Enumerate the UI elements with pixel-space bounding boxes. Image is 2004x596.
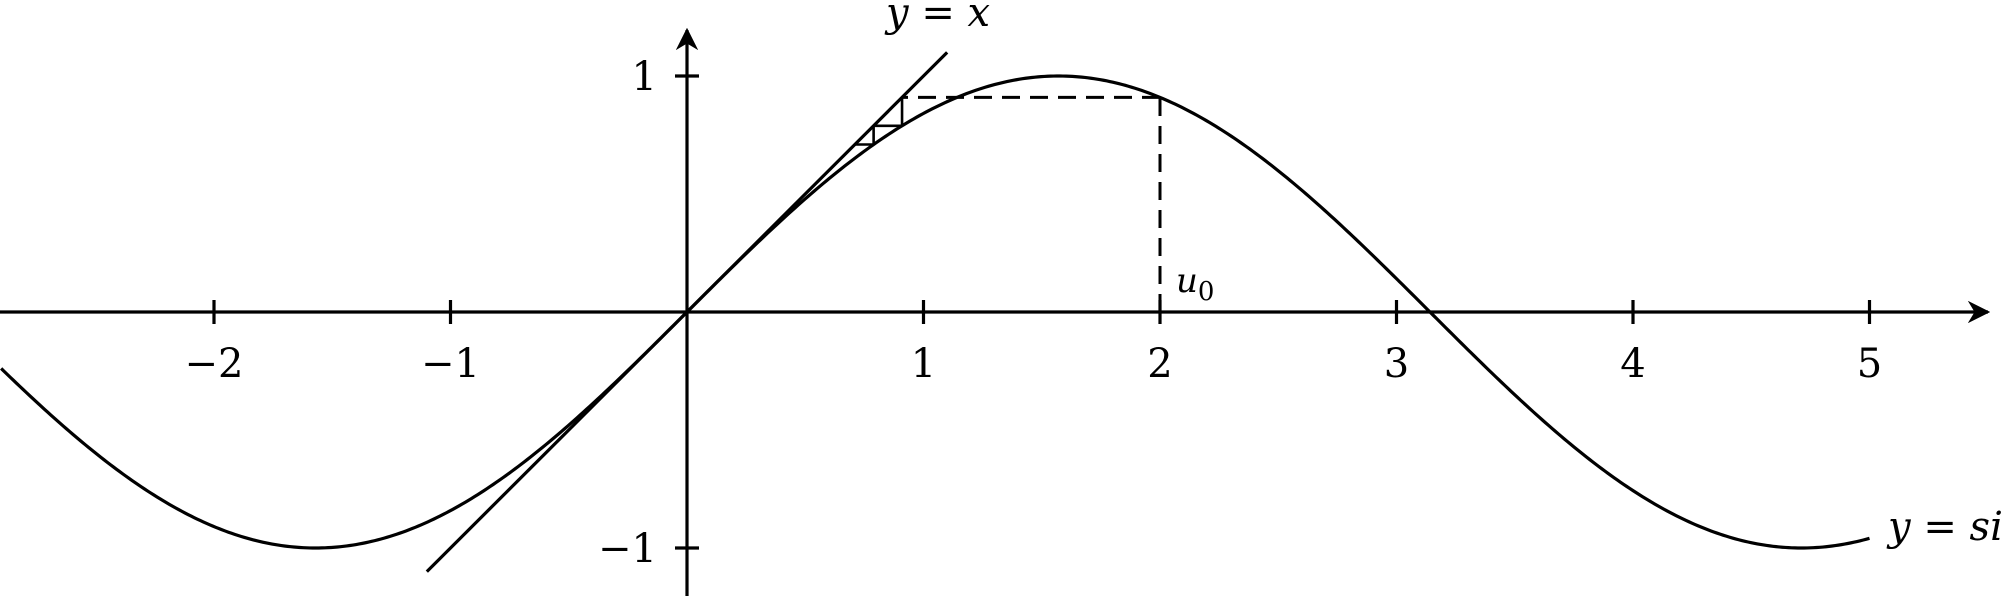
axes xyxy=(0,27,1991,596)
y-tick-label: 1 xyxy=(632,54,657,100)
x-tick-label: −2 xyxy=(185,341,244,387)
y-tick-label: −1 xyxy=(598,526,657,572)
x-tick-label: 5 xyxy=(1857,341,1882,387)
identity-line xyxy=(425,51,949,573)
identity-line-label: y = x xyxy=(884,0,990,36)
iteration xyxy=(854,95,1162,312)
x-tick-label: 4 xyxy=(1620,341,1645,387)
u0-label: u0 xyxy=(1176,261,1214,307)
x-tick-label: 3 xyxy=(1384,341,1409,387)
u0-subscript: 0 xyxy=(1198,277,1215,307)
labels: −2 −1 1 2 3 4 5 1 −1 y = x y = si u0 xyxy=(185,0,2003,572)
sine-curve-label: y = si xyxy=(1886,504,2003,550)
x-tick-label: −1 xyxy=(421,341,480,387)
x-tick-label: 1 xyxy=(911,341,936,387)
x-tick-label: 2 xyxy=(1147,341,1172,387)
curves xyxy=(0,51,1870,573)
sine-curve xyxy=(0,74,1870,550)
